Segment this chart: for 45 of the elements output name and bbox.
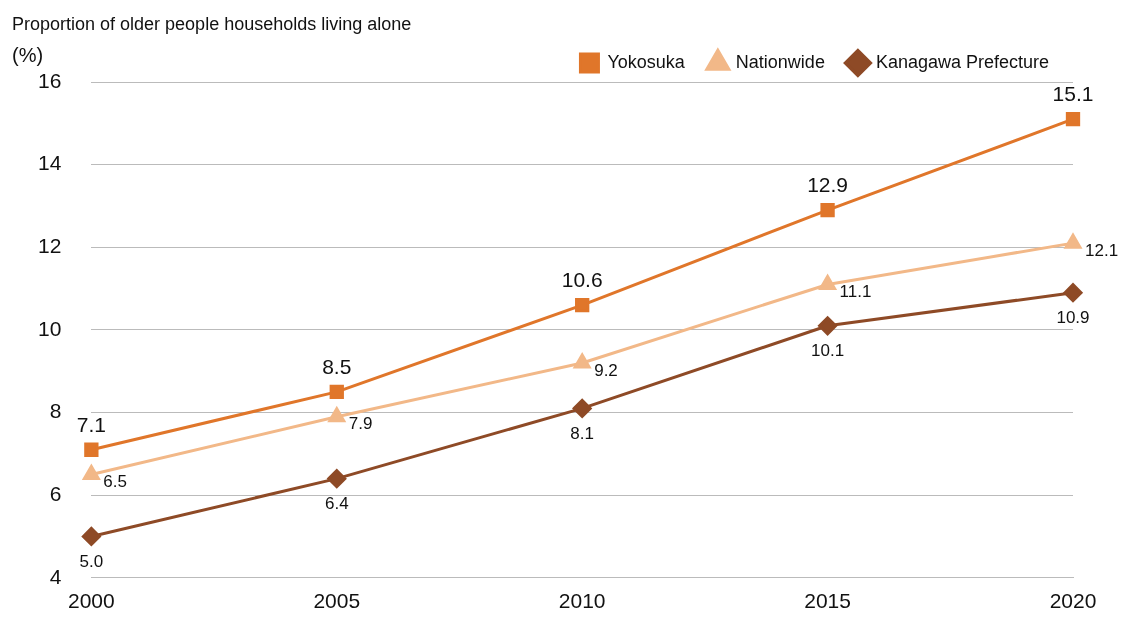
point bbox=[1065, 112, 1081, 127]
x-tick-label: 2020 bbox=[1049, 589, 1097, 613]
data-label: 15.1 bbox=[1052, 81, 1094, 105]
data-label: 9.2 bbox=[594, 360, 618, 380]
data-label: 10.9 bbox=[1056, 308, 1090, 328]
data-label: 10.1 bbox=[811, 341, 845, 361]
chart-title: Proportion of older people households living alone bbox=[12, 14, 412, 35]
legend-label: Yokosuka bbox=[607, 51, 686, 72]
x-tick-label: 2005 bbox=[313, 589, 361, 613]
x-tick-label: 2015 bbox=[804, 589, 851, 613]
point bbox=[81, 526, 101, 546]
x-tick-label: 2010 bbox=[558, 589, 606, 613]
y-tick-label: 8 bbox=[49, 399, 62, 423]
point bbox=[575, 297, 590, 313]
point bbox=[328, 407, 346, 423]
point bbox=[327, 469, 347, 489]
y-axis-title: (%) bbox=[12, 43, 44, 66]
data-label: 8.1 bbox=[570, 424, 594, 444]
point bbox=[820, 202, 835, 218]
y-tick-label: 14 bbox=[38, 151, 62, 175]
data-label: 7.1 bbox=[76, 412, 106, 436]
x-tick-label: 2000 bbox=[68, 589, 115, 613]
point bbox=[573, 353, 591, 369]
point bbox=[1063, 283, 1083, 303]
point bbox=[572, 398, 592, 418]
data-label: 6.5 bbox=[103, 472, 127, 492]
y-tick-label: 4 bbox=[49, 564, 62, 588]
y-tick-label: 12 bbox=[38, 234, 62, 258]
point bbox=[329, 384, 344, 400]
data-label: 12.1 bbox=[1085, 240, 1119, 260]
y-tick-label: 10 bbox=[38, 316, 62, 340]
point bbox=[84, 442, 99, 457]
data-label: 5.0 bbox=[79, 552, 104, 572]
data-label: 10.6 bbox=[561, 267, 603, 291]
legend-label: Nationwide bbox=[735, 51, 825, 72]
legend-label: Kanagawa Prefecture bbox=[875, 51, 1049, 72]
data-label: 7.9 bbox=[348, 414, 373, 434]
y-tick-label: 6 bbox=[49, 481, 62, 505]
point bbox=[82, 465, 100, 481]
data-label: 6.4 bbox=[324, 494, 349, 514]
data-label: 12.9 bbox=[807, 172, 849, 196]
point bbox=[818, 316, 838, 336]
data-label: 11.1 bbox=[839, 282, 872, 302]
y-tick-label: 16 bbox=[38, 68, 62, 92]
data-label: 8.5 bbox=[322, 354, 352, 378]
